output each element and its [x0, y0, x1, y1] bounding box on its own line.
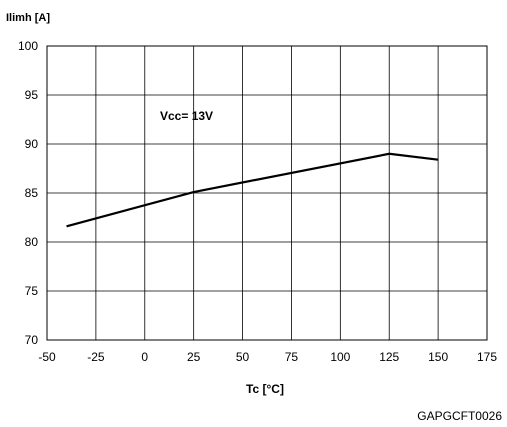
y-tick-label-4: 90: [25, 137, 39, 151]
y-tick-label-5: 95: [25, 88, 39, 102]
figure-code: GAPGCFT0026: [417, 409, 502, 423]
x-tick-label-5: 75: [285, 350, 299, 364]
y-tick-label-6: 100: [18, 39, 38, 53]
y-tick-label-1: 75: [25, 284, 39, 298]
annotation-vcc: Vcc= 13V: [160, 109, 213, 123]
y-tick-labels: 70 75 80 85 90 95 100: [18, 39, 38, 347]
x-tick-label-3: 25: [187, 350, 201, 364]
x-tick-label-7: 125: [379, 350, 399, 364]
series-group: [66, 152, 439, 228]
y-tick-label-0: 70: [25, 333, 39, 347]
x-tick-label-0: -50: [38, 350, 56, 364]
x-tick-label-9: 175: [477, 350, 497, 364]
x-tick-label-8: 150: [428, 350, 448, 364]
y-tick-label-3: 85: [25, 186, 39, 200]
y-tick-label-2: 80: [25, 235, 39, 249]
series-line-0: [66, 152, 439, 228]
x-tick-labels: -50 -25 0 25 50 75 100 125 150 175: [38, 350, 497, 364]
grid: [46, 45, 488, 341]
plot-frame: [46, 45, 488, 341]
x-tick-label-2: 0: [141, 350, 148, 364]
x-tick-label-4: 50: [236, 350, 250, 364]
y-axis-label: Ilimh [A]: [6, 12, 50, 24]
x-tick-label-1: -25: [87, 350, 105, 364]
x-tick-label-6: 100: [330, 350, 350, 364]
x-axis-label: Tc [°C]: [246, 382, 284, 396]
